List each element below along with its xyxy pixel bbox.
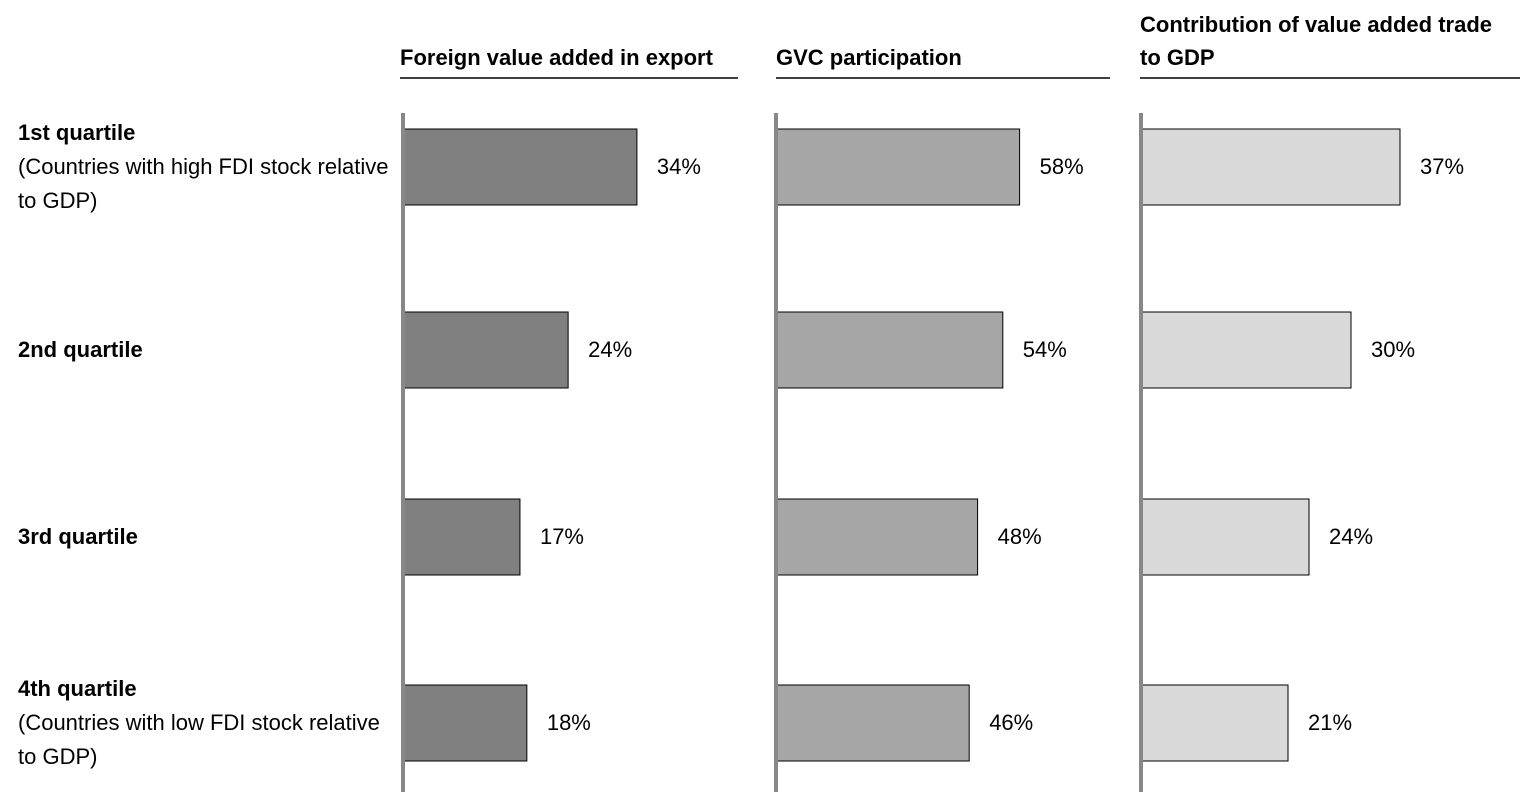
value-label: 58% <box>1040 154 1084 179</box>
bar <box>402 128 638 206</box>
value-label: 46% <box>989 710 1033 735</box>
value-label: 30% <box>1371 337 1415 362</box>
panel-title: Foreign value added in export <box>400 45 713 70</box>
panel-title: GVC participation <box>776 45 962 70</box>
category-note: (Countries with low FDI stock relative t… <box>18 710 380 769</box>
category-label: 3rd quartile <box>18 524 138 549</box>
bar <box>775 684 970 762</box>
bar <box>775 498 979 576</box>
bar <box>775 128 1021 206</box>
category-label: 2nd quartile <box>18 337 143 362</box>
value-label: 37% <box>1420 154 1464 179</box>
value-label: 21% <box>1308 710 1352 735</box>
bar <box>1140 498 1310 576</box>
value-label: 48% <box>998 524 1042 549</box>
category-label: 1st quartile <box>18 120 136 145</box>
value-label: 17% <box>540 524 584 549</box>
category-label: 4th quartile <box>18 676 137 701</box>
category-note: (Countries with high FDI stock relative … <box>18 154 389 213</box>
row-label: 4th quartile (Countries with low FDI stoc… <box>18 672 393 774</box>
bar <box>402 684 528 762</box>
bar <box>402 498 521 576</box>
bar <box>402 311 569 389</box>
bar <box>1140 311 1352 389</box>
panel-title: Contribution of value added trade to GDP <box>1140 12 1493 70</box>
bar <box>1140 684 1289 762</box>
bar <box>775 311 1004 389</box>
row-label: 1st quartile (Countries with high FDI sto… <box>18 116 393 218</box>
value-label: 34% <box>657 154 701 179</box>
bar <box>1140 128 1401 206</box>
row-label: 2nd quartile <box>18 333 393 367</box>
row-label: 3rd quartile <box>18 520 393 554</box>
value-label: 24% <box>588 337 632 362</box>
value-label: 24% <box>1329 524 1373 549</box>
value-label: 54% <box>1023 337 1067 362</box>
value-label: 18% <box>547 710 591 735</box>
